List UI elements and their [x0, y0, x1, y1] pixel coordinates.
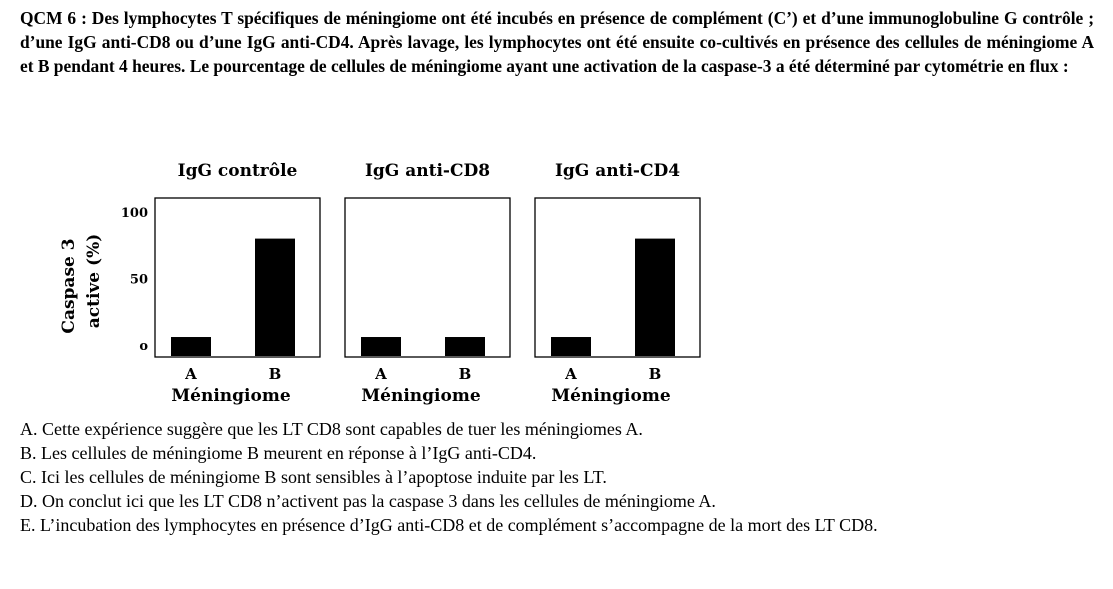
- y-tick-label: o: [139, 339, 148, 354]
- chart-panel: IgG contrôle A B Méningiome: [154, 161, 321, 406]
- chart-panel: IgG anti-CD8 A B Méningiome: [344, 161, 511, 406]
- bar-a: [171, 337, 211, 356]
- x-axis-title: Méningiome: [361, 386, 480, 406]
- y-axis-title-line-1: Caspase 3: [59, 238, 79, 333]
- y-axis-title: Caspase 3 active (%): [59, 234, 104, 334]
- plot-frame: [154, 197, 321, 358]
- bar-b: [445, 337, 485, 356]
- x-axis-title: Méningiome: [551, 386, 670, 406]
- y-axis-title-line-2: active (%): [84, 234, 104, 329]
- category-label: B: [459, 365, 472, 383]
- category-label: A: [564, 365, 577, 383]
- chart-panel: IgG anti-CD4 A B Méningiome: [534, 161, 701, 406]
- question-text: QCM 6 : Des lymphocytes T spécifiques de…: [20, 8, 1094, 76]
- panel-title: IgG anti-CD4: [555, 161, 680, 181]
- panel-title: IgG contrôle: [178, 161, 298, 181]
- category-label: A: [374, 365, 387, 383]
- option-c[interactable]: C. Ici les cellules de méningiome B sont…: [20, 467, 607, 487]
- category-label: B: [269, 365, 282, 383]
- plot-frame: [344, 197, 511, 358]
- option-e[interactable]: E. L’incubation des lymphocytes en prése…: [20, 515, 878, 535]
- option-d[interactable]: D. On conclut ici que les LT CD8 n’activ…: [20, 491, 716, 511]
- bar-b: [635, 238, 675, 356]
- y-tick-labels: o 50 100: [121, 206, 148, 354]
- category-label: B: [649, 365, 662, 383]
- panel-title: IgG anti-CD8: [365, 161, 490, 181]
- bar-b: [255, 238, 295, 356]
- category-label: A: [184, 365, 197, 383]
- bar-a: [551, 337, 591, 356]
- answer-options: A. Cette expérience suggère que les LT C…: [20, 417, 1094, 537]
- option-b[interactable]: B. Les cellules de méningiome B meurent …: [20, 443, 537, 463]
- y-tick-label: 50: [130, 273, 148, 288]
- y-tick-label: 100: [121, 206, 148, 221]
- bar-a: [361, 337, 401, 356]
- x-axis-title: Méningiome: [171, 386, 290, 406]
- plot-frame: [534, 197, 701, 358]
- option-a[interactable]: A. Cette expérience suggère que les LT C…: [20, 419, 643, 439]
- chart-panels: IgG contrôle A B Méningiome IgG anti-CD8 A B Mé…: [154, 161, 701, 406]
